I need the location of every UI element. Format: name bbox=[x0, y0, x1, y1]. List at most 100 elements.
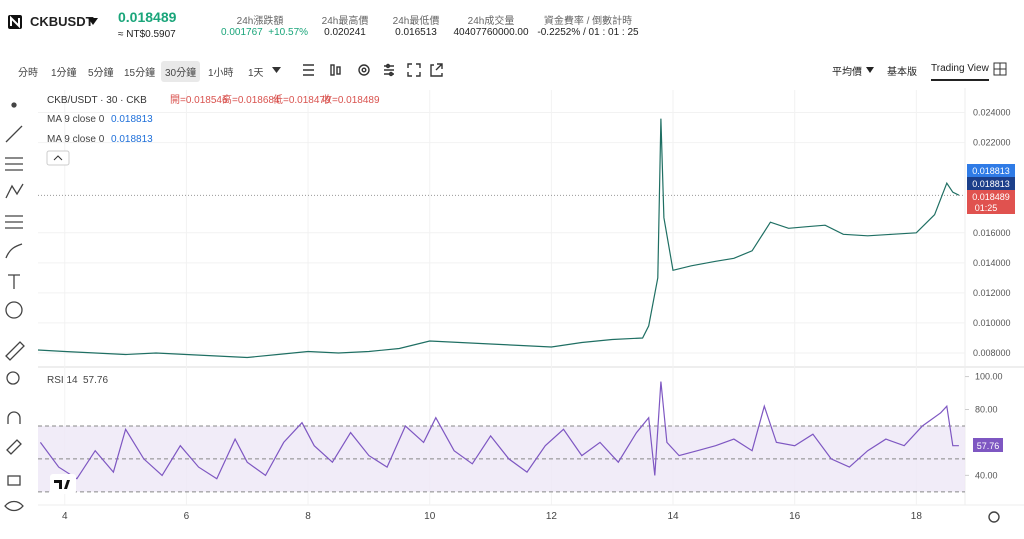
ruler-tool[interactable] bbox=[5, 341, 25, 361]
change-value: 0.001767 bbox=[221, 27, 263, 38]
countdown: 01:25 bbox=[975, 203, 998, 213]
y-tick-label: 40.00 bbox=[975, 470, 998, 480]
rsi-value: 57.76 bbox=[83, 375, 108, 386]
candle-icon[interactable] bbox=[330, 64, 341, 76]
settings-icon[interactable] bbox=[988, 511, 1000, 523]
ma2-price-tag: 0.018813 bbox=[972, 179, 1010, 189]
last-price-tag: 0.018489 bbox=[972, 192, 1010, 202]
price-type[interactable]: 平均價 bbox=[832, 67, 862, 78]
lock-tool[interactable] bbox=[7, 475, 21, 486]
text-tool[interactable] bbox=[8, 274, 20, 289]
stat-label: 24h漲跌額 bbox=[236, 16, 284, 27]
interval-button[interactable]: 1分鐘 bbox=[51, 68, 77, 79]
interval-button[interactable]: 30分鐘 bbox=[161, 61, 201, 82]
legend-ohlc: 高=0.018684 bbox=[222, 93, 280, 106]
rsi-value-tag-bg bbox=[973, 438, 1003, 452]
emoji-tool[interactable] bbox=[5, 301, 23, 319]
symbol-dropdown[interactable] bbox=[88, 18, 98, 26]
brush-tool[interactable] bbox=[5, 243, 23, 259]
fullscreen-icon[interactable] bbox=[407, 63, 421, 77]
x-tick-label: 14 bbox=[667, 511, 679, 522]
stat-value: 0.020241 bbox=[324, 27, 366, 38]
stat-value: -0.2252% / 01 : 01 : 25 bbox=[537, 27, 639, 38]
settings-icon[interactable] bbox=[358, 64, 370, 76]
indicators-icon[interactable] bbox=[384, 63, 394, 77]
ma-value: 0.018813 bbox=[111, 134, 153, 145]
y-tick-label: 0.010000 bbox=[973, 318, 1011, 328]
ma-name: MA 9 close 0 bbox=[47, 134, 105, 145]
collapse-button[interactable] bbox=[46, 150, 70, 166]
tv-logo bbox=[54, 480, 70, 489]
ma-value: 0.018813 bbox=[111, 114, 153, 125]
interval-button[interactable]: 5分鐘 bbox=[88, 68, 114, 79]
stat-value: 0.016513 bbox=[395, 27, 437, 38]
legend-ohlc: 低=0.018479 bbox=[273, 93, 331, 106]
interval-button[interactable]: 15分鐘 bbox=[124, 68, 156, 79]
layout-icon[interactable] bbox=[993, 62, 1007, 76]
ticker-header: CKBUSDT 0.018489 ≈ NT$0.5907 24h漲跌額 0.00… bbox=[0, 0, 1024, 46]
price-type-dropdown[interactable] bbox=[866, 67, 874, 73]
y-tick-label: 0.016000 bbox=[973, 228, 1011, 238]
logo bbox=[8, 15, 22, 29]
x-tick-label: 18 bbox=[911, 511, 923, 522]
stat-value: 40407760000.00 bbox=[453, 27, 529, 38]
stat-label: 24h最高價 bbox=[321, 16, 369, 27]
change-pct: +10.57% bbox=[268, 27, 309, 38]
view-mode-active[interactable]: Trading View bbox=[931, 63, 989, 81]
tool-icons bbox=[303, 63, 443, 77]
bars-icon[interactable] bbox=[303, 64, 314, 76]
y-tick-label: 0.008000 bbox=[973, 348, 1011, 358]
interval-button[interactable]: 1天 bbox=[248, 68, 264, 79]
stat-label: 24h最低價 bbox=[392, 16, 440, 27]
stat-value: 0.001767 +10.57% bbox=[221, 27, 308, 38]
visibility-tool[interactable] bbox=[4, 500, 24, 512]
last-price: 0.018489 bbox=[118, 9, 177, 25]
last-price-tag-bg bbox=[967, 190, 1015, 214]
popout-icon[interactable] bbox=[430, 63, 443, 77]
fiat-price: ≈ NT$0.5907 bbox=[118, 29, 176, 40]
x-tick-label: 8 bbox=[305, 511, 311, 522]
rsi-name: RSI 14 bbox=[47, 375, 78, 386]
ma-name: MA 9 close 0 bbox=[47, 114, 105, 125]
interval-dropdown[interactable] bbox=[272, 67, 281, 73]
projection-tool[interactable] bbox=[5, 215, 23, 229]
stat-label: 24h成交量 bbox=[467, 16, 515, 27]
interval-button[interactable]: 分時 bbox=[18, 68, 38, 79]
toolbar: 分時 1分鐘 5分鐘 15分鐘 30分鐘 1小時 1天 平均價 基本版 Trading Vi… bbox=[0, 58, 1024, 82]
legend-ohlc: 開=0.018546 bbox=[170, 94, 228, 106]
trendline-tool[interactable] bbox=[5, 125, 23, 143]
symbol[interactable]: CKBUSDT bbox=[30, 14, 94, 29]
y-tick-label: 0.014000 bbox=[973, 258, 1011, 268]
fib-tool[interactable] bbox=[5, 157, 23, 171]
price-line bbox=[37, 118, 960, 359]
y-tick-label: 0.022000 bbox=[973, 138, 1011, 148]
view-mode[interactable]: 基本版 bbox=[887, 67, 917, 78]
stat-label: 資金費率 / 倒數計時 bbox=[543, 16, 633, 27]
legend-ohlc: 收=0.018489 bbox=[322, 93, 380, 106]
tv-logo-bg bbox=[50, 474, 76, 494]
cursor-tool[interactable] bbox=[11, 102, 17, 108]
rsi-value-tag: 57.76 bbox=[977, 441, 1000, 451]
pattern-tool[interactable] bbox=[5, 183, 24, 199]
zoom-tool[interactable] bbox=[6, 371, 20, 385]
y-tick-label: 80.00 bbox=[975, 405, 998, 415]
rsi-line bbox=[39, 381, 959, 480]
ma1-price-tag: 0.018813 bbox=[972, 166, 1010, 176]
ma1-price-tag-bg bbox=[967, 164, 1015, 177]
collapse-icon bbox=[53, 155, 63, 161]
interval-button[interactable]: 1小時 bbox=[208, 68, 234, 79]
x-tick-label: 12 bbox=[546, 511, 558, 522]
ma2-price-tag-bg bbox=[967, 177, 1015, 190]
drawing-toolbar bbox=[4, 102, 25, 512]
x-tick-label: 10 bbox=[424, 511, 436, 522]
x-tick-label: 6 bbox=[184, 511, 190, 522]
x-tick-label: 16 bbox=[789, 511, 801, 522]
y-tick-label: 100.00 bbox=[975, 372, 1003, 382]
magnet-tool[interactable] bbox=[7, 411, 21, 424]
y-tick-label: 0.012000 bbox=[973, 288, 1011, 298]
legend-pair: CKB/USDT · 30 · CKB bbox=[47, 95, 147, 106]
y-tick-label: 0.024000 bbox=[973, 108, 1011, 118]
lock-draw-tool[interactable] bbox=[6, 439, 22, 455]
